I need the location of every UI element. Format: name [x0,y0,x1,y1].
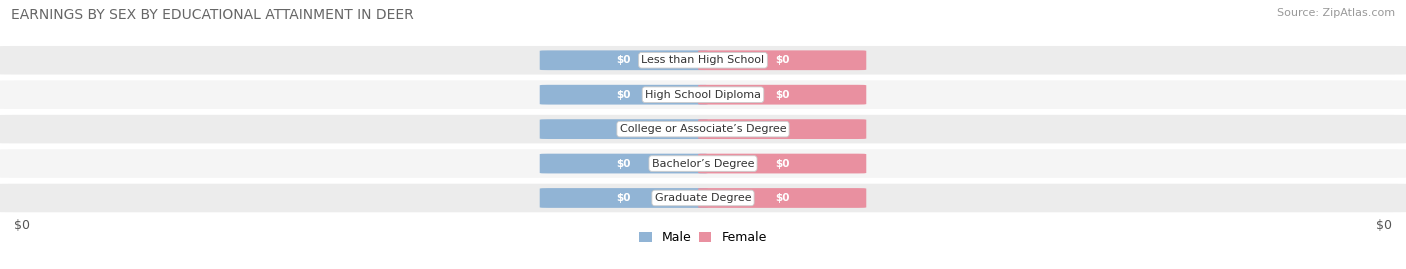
FancyBboxPatch shape [699,119,866,139]
Text: $0: $0 [616,55,631,65]
FancyBboxPatch shape [540,85,707,105]
FancyBboxPatch shape [0,115,1406,143]
Text: College or Associate’s Degree: College or Associate’s Degree [620,124,786,134]
FancyBboxPatch shape [0,80,1406,109]
FancyBboxPatch shape [699,85,866,105]
Text: $0: $0 [775,193,790,203]
Text: $0: $0 [775,124,790,134]
Text: Graduate Degree: Graduate Degree [655,193,751,203]
Text: $0: $0 [775,90,790,100]
FancyBboxPatch shape [699,154,866,174]
Text: $0: $0 [14,219,30,232]
Text: $0: $0 [616,124,631,134]
FancyBboxPatch shape [540,154,707,174]
Text: Source: ZipAtlas.com: Source: ZipAtlas.com [1277,8,1395,18]
Text: $0: $0 [1376,219,1392,232]
FancyBboxPatch shape [540,119,707,139]
FancyBboxPatch shape [0,184,1406,212]
FancyBboxPatch shape [699,188,866,208]
FancyBboxPatch shape [540,50,707,70]
FancyBboxPatch shape [0,46,1406,75]
Text: Bachelor’s Degree: Bachelor’s Degree [652,158,754,169]
FancyBboxPatch shape [540,188,707,208]
Text: $0: $0 [616,193,631,203]
FancyBboxPatch shape [0,149,1406,178]
Text: Less than High School: Less than High School [641,55,765,65]
Text: EARNINGS BY SEX BY EDUCATIONAL ATTAINMENT IN DEER: EARNINGS BY SEX BY EDUCATIONAL ATTAINMEN… [11,8,413,22]
Text: $0: $0 [616,90,631,100]
Text: High School Diploma: High School Diploma [645,90,761,100]
Legend: Male, Female: Male, Female [637,229,769,247]
Text: $0: $0 [616,158,631,169]
Text: $0: $0 [775,55,790,65]
FancyBboxPatch shape [699,50,866,70]
Text: $0: $0 [775,158,790,169]
